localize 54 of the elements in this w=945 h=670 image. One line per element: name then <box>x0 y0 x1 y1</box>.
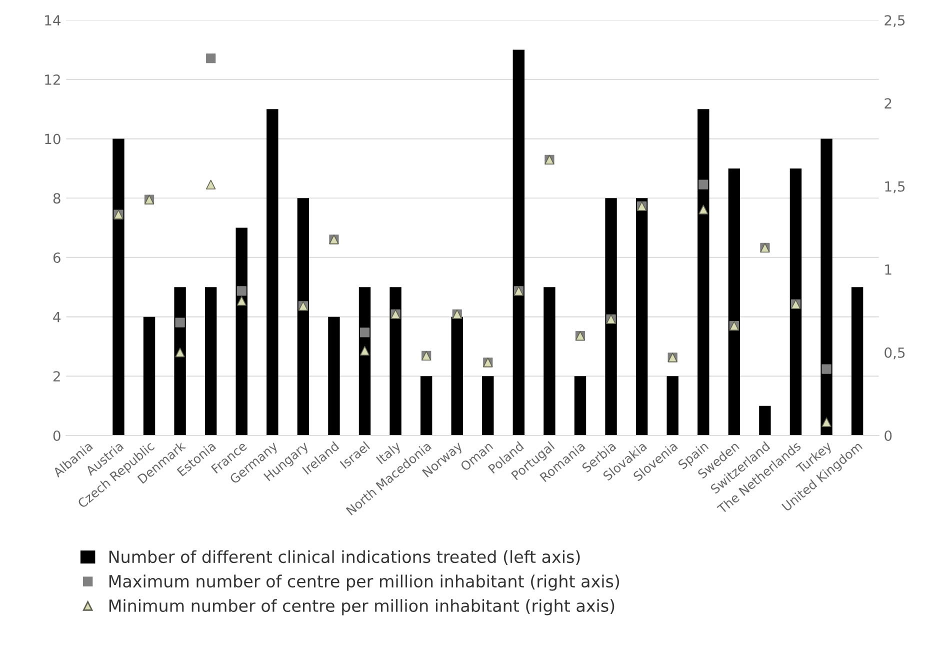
bar <box>728 168 740 436</box>
point <box>206 54 216 64</box>
y-tick-label: 8 <box>53 193 60 204</box>
y2-tick-label: 2 <box>884 98 892 108</box>
y-tick-label: 14 <box>45 15 61 26</box>
bar <box>358 287 371 436</box>
point <box>175 318 185 328</box>
point <box>236 286 246 296</box>
bar <box>328 316 340 436</box>
point <box>360 328 370 338</box>
point <box>698 180 708 190</box>
bar <box>512 50 525 436</box>
bar <box>420 376 432 436</box>
y-tick-label: 12 <box>45 74 60 85</box>
bar <box>574 376 586 436</box>
y-tick-label: 2 <box>53 371 60 382</box>
bar <box>390 287 402 436</box>
bar <box>236 228 248 436</box>
y-tick-label: 0 <box>53 430 60 441</box>
bar <box>759 406 771 436</box>
bar <box>174 287 186 436</box>
legend-label: Minimum number of centre per million inhabitant (right axis) <box>109 599 614 616</box>
point <box>206 180 216 190</box>
bar <box>636 198 648 436</box>
y2-tick-label: 1 <box>885 264 892 275</box>
y2-tick-label: 2,5 <box>884 15 905 27</box>
bar <box>204 287 217 436</box>
bar <box>605 198 617 436</box>
bar <box>451 316 463 436</box>
bar <box>143 316 156 436</box>
legend-label: Number of different clinical indications treated (left axis) <box>109 550 580 566</box>
y-tick-label: 10 <box>45 134 60 144</box>
bar <box>698 109 710 436</box>
bar <box>666 376 678 436</box>
point <box>822 364 832 374</box>
point <box>822 417 832 428</box>
y-tick-label: 6 <box>53 252 60 263</box>
bar <box>790 168 802 436</box>
bar <box>297 198 310 436</box>
bar <box>266 109 278 436</box>
y-tick-label: 4 <box>53 312 61 322</box>
y2-tick-label: 1,5 <box>885 181 905 194</box>
bar <box>544 287 556 436</box>
point <box>698 204 708 214</box>
bar <box>482 376 494 436</box>
y2-tick-label: 0 <box>884 430 892 441</box>
legend-label: Maximum number of centre per million inhabitant (right axis) <box>109 574 620 591</box>
y2-tick-label: 0,5 <box>884 347 905 360</box>
point <box>236 296 246 306</box>
point <box>360 346 370 356</box>
point <box>175 348 185 358</box>
bar <box>112 138 124 436</box>
bar <box>820 138 832 436</box>
bar <box>851 287 864 436</box>
